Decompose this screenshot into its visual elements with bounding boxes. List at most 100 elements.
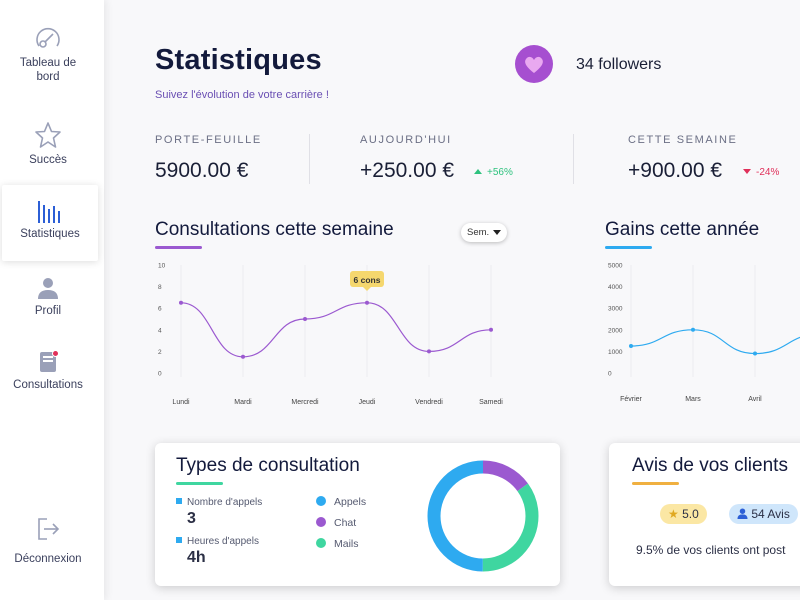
- legend-item-mails: Mails: [316, 538, 359, 550]
- metric-label-text: Heures d'appels: [187, 536, 259, 547]
- metric-label-text: Nombre d'appels: [187, 497, 263, 508]
- legend-label: Mails: [334, 538, 359, 550]
- title-underline: [176, 482, 223, 485]
- period-select[interactable]: Sem.: [461, 223, 507, 242]
- y-tick-label: 0: [158, 371, 162, 378]
- period-select-value: Sem.: [467, 227, 490, 238]
- sidebar-item-label: Tableau de bord: [19, 57, 77, 83]
- data-point: [365, 300, 369, 305]
- consultations-chart-title: Consultations cette semaine: [155, 219, 394, 240]
- stat-label-portfolio: PORTE-FEUILLE: [155, 134, 262, 146]
- series-line: [630, 329, 800, 355]
- series-line: [180, 302, 492, 358]
- y-tick-label: 3000: [608, 306, 623, 313]
- reviews-count: 54 Avis: [751, 507, 790, 521]
- y-tick-label: 6: [158, 306, 162, 313]
- y-tick-label: 1000: [608, 349, 623, 356]
- title-underline: [155, 246, 202, 249]
- logout-label: Déconnexion: [14, 553, 82, 565]
- sidebar-item-label: Profil: [34, 305, 62, 317]
- dashboard-gauge-icon: [36, 27, 60, 48]
- y-tick-label: 0: [608, 371, 612, 378]
- sidebar-item-statistics[interactable]: Statistiques: [2, 185, 98, 261]
- rating-value: 5.0: [682, 507, 699, 521]
- consultation-types-donut: [427, 460, 539, 572]
- tooltip-arrow: [363, 287, 371, 291]
- x-tick-label: Samedi: [479, 399, 503, 406]
- data-point: [241, 354, 245, 359]
- x-tick-label: Jeudi: [359, 399, 376, 406]
- sidebar-item-label: Statistiques: [20, 228, 80, 240]
- legend-dot: [316, 538, 326, 548]
- book-icon: [37, 350, 59, 374]
- stat-label-today: AUJOURD'HUI: [360, 134, 452, 146]
- stat-divider: [573, 134, 574, 184]
- trend-down-icon: [743, 169, 751, 174]
- y-tick-label: 2: [158, 349, 162, 356]
- gains-line-chart: 0 1000 2000 3000 4000 5000 Février Mars Avril: [608, 263, 800, 403]
- data-point: [629, 344, 633, 348]
- stat-change-value: +56%: [487, 167, 513, 178]
- title-underline: [632, 482, 679, 485]
- legend-dot: [316, 496, 326, 506]
- legend-item-calls: Appels: [316, 496, 366, 508]
- legend-label: Appels: [334, 496, 367, 508]
- legend-item-chat: Chat: [316, 517, 356, 529]
- tooltip-label: 6 cons: [354, 275, 381, 285]
- legend-dot: [316, 517, 326, 527]
- trend-up-icon: [474, 169, 482, 174]
- logout-icon: [38, 518, 60, 540]
- y-tick-label: 5000: [608, 263, 623, 270]
- followers-badge[interactable]: [515, 45, 553, 83]
- sidebar-item-profile[interactable]: Profil: [0, 276, 96, 318]
- x-tick-label: Mars: [685, 396, 701, 403]
- x-tick-label: Avril: [748, 396, 762, 403]
- data-point: [303, 317, 307, 321]
- legend-label: Chat: [334, 517, 357, 529]
- heart-icon: [525, 56, 543, 73]
- metric-label-calls: Nombre d'appels: [176, 497, 262, 508]
- gains-chart-title: Gains cette année: [605, 219, 760, 240]
- consultations-line-chart: 0 2 4 6 8 10 Lundi Mardi Mercredi Jeudi Vendredi Sa…: [158, 263, 503, 407]
- chevron-down-icon: [493, 230, 501, 235]
- y-tick-label: 10: [158, 263, 166, 270]
- stat-value-week: +900.00 €: [628, 159, 723, 182]
- x-tick-label: Mardi: [234, 399, 252, 406]
- consultation-types-card: Types de consultation Nombre d'appels 3 …: [155, 443, 560, 586]
- bullet-square: [176, 537, 182, 543]
- notification-dot: [52, 350, 59, 357]
- sidebar-item-dashboard[interactable]: Tableau de bord: [0, 24, 96, 84]
- y-tick-label: 2000: [608, 327, 623, 334]
- x-tick-label: Février: [620, 396, 642, 403]
- y-tick-label: 8: [158, 284, 162, 291]
- donut-segment: [427, 460, 539, 572]
- data-point: [691, 327, 695, 332]
- reviews-card-title: Avis de vos clients: [632, 455, 788, 476]
- sidebar: Tableau de bord Succès Statistiques Prof…: [0, 0, 104, 600]
- stat-label-week: CETTE SEMAINE: [628, 134, 738, 146]
- donut-segment: [427, 460, 539, 572]
- user-icon: [737, 508, 748, 519]
- bar-chart-icon: [38, 201, 60, 223]
- data-point: [489, 327, 493, 332]
- data-point: [179, 300, 183, 305]
- metric-label-hours: Heures d'appels: [176, 536, 259, 547]
- x-tick-label: Lundi: [172, 399, 190, 406]
- stat-value-portfolio: 5900.00 €: [155, 159, 249, 182]
- stat-change-value: -24%: [756, 167, 780, 178]
- x-tick-label: Vendredi: [415, 399, 443, 406]
- card-title: Types de consultation: [176, 455, 360, 476]
- page-title: Statistiques: [155, 44, 322, 76]
- star-icon: ★: [668, 507, 679, 521]
- stat-change-today: +56%: [474, 167, 513, 178]
- x-tick-label: Mercredi: [291, 399, 319, 406]
- sidebar-item-success[interactable]: Succès: [0, 121, 96, 167]
- data-point: [753, 351, 757, 356]
- metric-value-calls: 3: [187, 510, 196, 527]
- tooltip-box: [350, 271, 384, 287]
- sidebar-item-label: Succès: [29, 154, 67, 166]
- y-tick-label: 4: [158, 327, 162, 334]
- logout-button[interactable]: Déconnexion: [0, 516, 96, 566]
- stat-divider: [309, 134, 310, 184]
- sidebar-item-consultations[interactable]: Consultations: [0, 350, 96, 392]
